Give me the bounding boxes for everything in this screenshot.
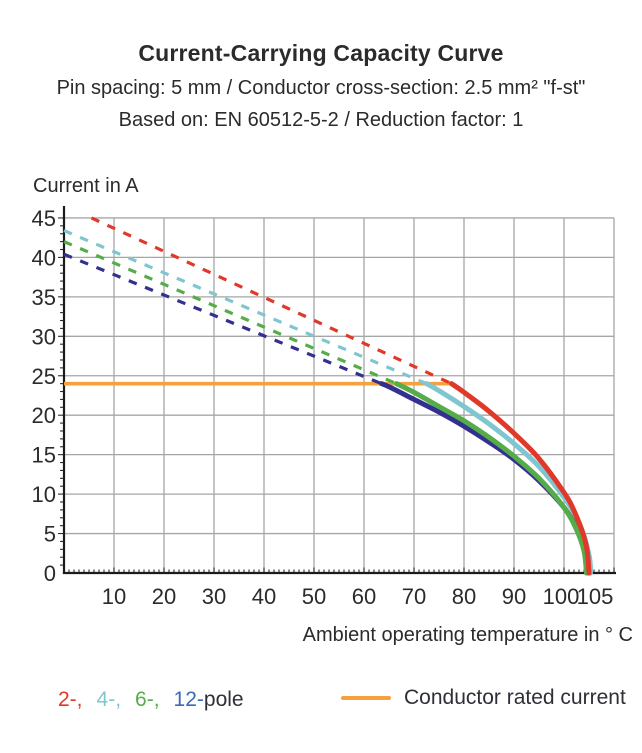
chart-subtitle-basis: Based on: EN 60512-5-2 / Reduction facto… (118, 109, 524, 131)
y-tick-label: 35 (32, 285, 56, 310)
legend-2-pole: 2-, (58, 688, 83, 711)
x-tick-label: 60 (352, 584, 376, 609)
rated-current-line-swatch (341, 696, 391, 700)
y-tick-label: 15 (32, 443, 56, 468)
legend-12-number: 12- (173, 688, 204, 711)
y-tick-labels: 0 5 10 15 20 25 30 35 40 45 (32, 206, 56, 586)
x-tick-label: 50 (302, 584, 326, 609)
x-axis-title: Ambient operating temperature in ° C (302, 624, 633, 646)
legend-12-pole: 12-pole (174, 688, 244, 712)
y-tick-label: 10 (32, 482, 56, 507)
x-tick-label: 105 (577, 584, 614, 609)
y-tick-label: 45 (32, 206, 56, 231)
x-tick-label: 10 (102, 584, 126, 609)
x-tick-label: 100 (543, 584, 580, 609)
y-tick-label: 5 (44, 522, 56, 547)
rated-current-label: Conductor rated current (404, 686, 626, 709)
y-tick-label: 20 (32, 403, 56, 428)
series-6-pole-solid (394, 381, 589, 576)
chart-title: Current-Carrying Capacity Curve (138, 40, 504, 66)
series-12-pole-solid (379, 381, 591, 576)
x-tick-label: 30 (202, 584, 226, 609)
x-tick-label: 40 (252, 584, 276, 609)
y-axis-title: Current in A (33, 175, 139, 197)
y-tick-label: 30 (32, 324, 56, 349)
series-2-pole-dashed (90, 216, 453, 386)
axes (62, 206, 616, 575)
rated-current-legend: Conductor rated current (341, 686, 626, 710)
series-12-pole-dashed (63, 252, 383, 386)
y-tick-label: 0 (44, 561, 56, 586)
series-2-pole-solid (449, 381, 592, 576)
y-tick-label: 25 (32, 364, 56, 389)
y-tick-label: 40 (32, 245, 56, 270)
legend-4-pole: 4-, (96, 688, 122, 711)
legend-6-pole: 6-, (135, 688, 160, 711)
x-tick-label: 20 (152, 584, 176, 609)
x-tick-label: 90 (502, 584, 526, 609)
minor-ticks (58, 217, 615, 573)
legend-pole-suffix: pole (203, 688, 244, 711)
series-6-pole-dashed (63, 240, 398, 386)
series-4-pole-dashed (63, 229, 428, 386)
grid (64, 217, 615, 573)
pole-count-legend: 2-, 4-, 6-, 12-pole (58, 688, 244, 712)
x-tick-label: 70 (402, 584, 426, 609)
chart-subtitle-spec: Pin spacing: 5 mm / Conductor cross-sect… (56, 77, 586, 99)
x-tick-label: 80 (452, 584, 476, 609)
